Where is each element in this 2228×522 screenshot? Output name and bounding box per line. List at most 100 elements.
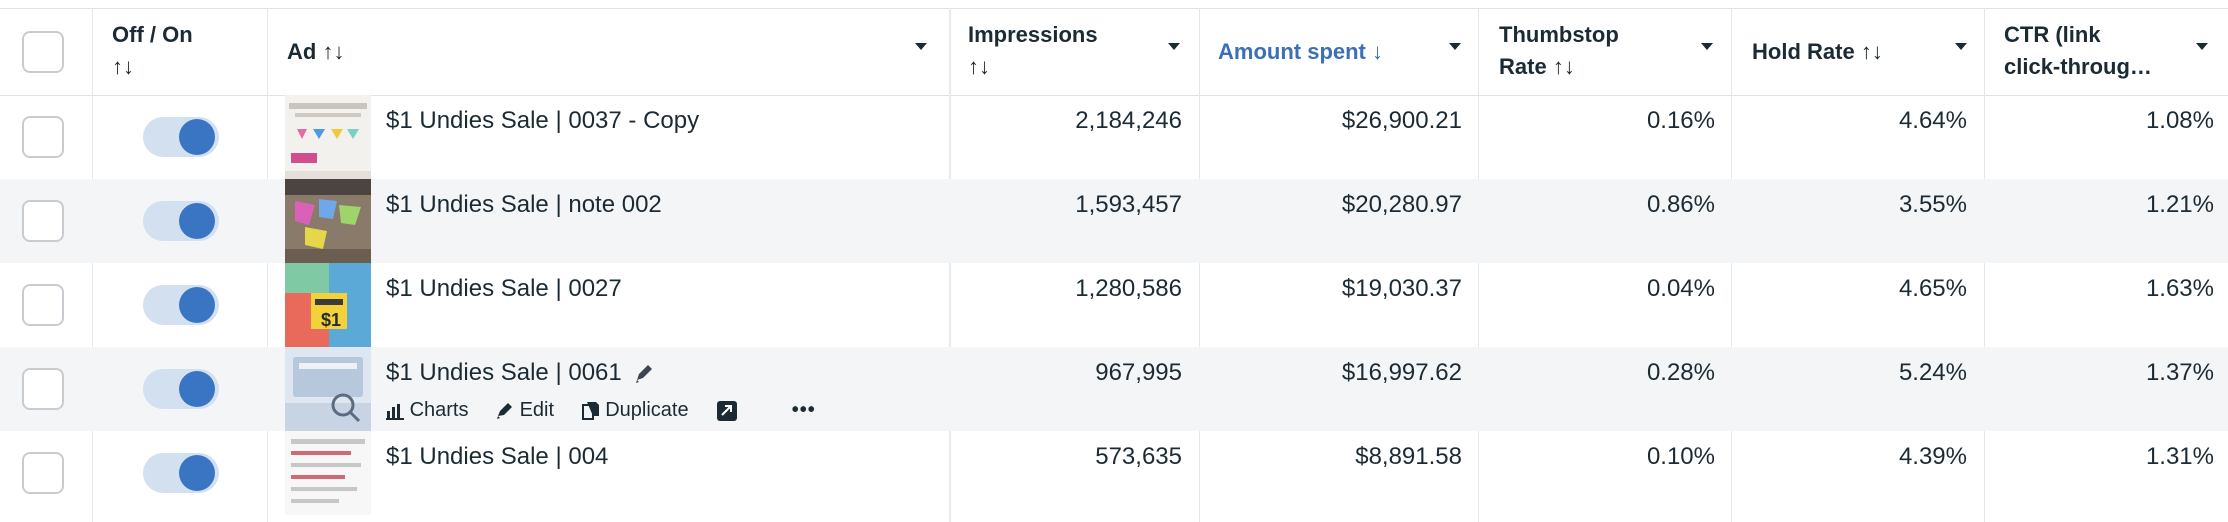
- duplicate-icon: [581, 401, 599, 420]
- header-ctr-label-1: CTR (link: [2004, 22, 2101, 47]
- ad-thumbnail-image: [285, 179, 371, 263]
- hold-rate-value: 4.39%: [1898, 443, 1967, 470]
- row-checkbox[interactable]: [22, 284, 64, 326]
- header-hold-rate-label: Hold Rate: [1752, 39, 1855, 64]
- ad-thumbnail-image: [285, 347, 371, 431]
- header-impressions[interactable]: Impressions ↑↓: [949, 9, 1199, 95]
- ad-thumbnail[interactable]: [285, 431, 371, 515]
- amount-spent-value: $20,280.97: [1341, 191, 1462, 218]
- header-ad[interactable]: Ad ↑↓: [267, 9, 949, 95]
- ad-thumbnail[interactable]: [285, 95, 371, 179]
- more-options-icon[interactable]: •••: [791, 399, 816, 422]
- ad-toggle-switch[interactable]: [143, 117, 219, 157]
- column-divider: [949, 8, 951, 522]
- header-ctr-label-2: click-throug…: [2004, 54, 2152, 79]
- duplicate-action[interactable]: Duplicate: [581, 399, 689, 422]
- header-thumbstop-label-2: Rate: [1499, 54, 1547, 79]
- impressions-value: 2,184,246: [1075, 107, 1182, 134]
- column-menu-caret-icon[interactable]: [915, 43, 927, 50]
- sort-icon[interactable]: ↑↓: [968, 54, 990, 79]
- toggle-knob: [179, 455, 215, 491]
- ad-thumbnail-image: [285, 431, 371, 515]
- amount-spent-value: $19,030.37: [1341, 275, 1462, 302]
- header-off-on[interactable]: Off / On ↑↓: [92, 9, 267, 95]
- ad-name-link[interactable]: $1 Undies Sale | 0027: [386, 275, 622, 302]
- amount-spent-value: $8,891.58: [1355, 443, 1462, 470]
- row-checkbox[interactable]: [22, 368, 64, 410]
- amount-spent-value: $16,997.62: [1341, 359, 1462, 386]
- table-row[interactable]: $1 $1 Undies Sale | 0027 1,280,586 $19,0…: [0, 263, 2228, 347]
- header-hold-rate[interactable]: Hold Rate ↑↓: [1731, 9, 1984, 95]
- header-ctr[interactable]: CTR (link click-throug…: [1984, 9, 2228, 95]
- edit-pencil-icon[interactable]: [634, 363, 656, 385]
- column-menu-caret-icon[interactable]: [1701, 43, 1713, 50]
- ad-toggle-switch[interactable]: [143, 369, 219, 409]
- table-row[interactable]: $1 Undies Sale | 0037 - Copy 2,184,246 $…: [0, 95, 2228, 179]
- toggle-knob: [179, 287, 215, 323]
- header-ad-label: Ad: [287, 39, 317, 64]
- ad-toggle-switch[interactable]: [143, 201, 219, 241]
- header-amount-spent[interactable]: Amount spent ↓: [1199, 9, 1478, 95]
- hold-rate-value: 4.64%: [1898, 107, 1967, 134]
- toggle-knob: [179, 371, 215, 407]
- column-menu-caret-icon[interactable]: [1955, 43, 1967, 50]
- impressions-value: 1,280,586: [1075, 275, 1182, 302]
- table-header: Off / On ↑↓ Ad ↑↓ Impressions ↑↓ Amount sp…: [0, 8, 2228, 96]
- thumbstop-rate-value: 0.28%: [1646, 359, 1715, 386]
- sort-icon[interactable]: ↑↓: [1860, 39, 1883, 64]
- column-menu-caret-icon[interactable]: [1168, 43, 1180, 50]
- ctr-value: 1.63%: [2145, 275, 2214, 302]
- charts-action[interactable]: Charts: [386, 399, 468, 422]
- duplicate-label: Duplicate: [605, 399, 689, 422]
- table-row[interactable]: $1 Undies Sale | 0061 Charts Edit: [0, 347, 2228, 431]
- external-link-icon: [717, 400, 738, 421]
- impressions-value: 573,635: [1095, 443, 1182, 470]
- header-amount-spent-label: Amount spent: [1218, 39, 1366, 64]
- ad-toggle-switch[interactable]: [143, 453, 219, 493]
- ad-name-link[interactable]: $1 Undies Sale | 0037 - Copy: [386, 107, 700, 134]
- header-thumbstop-rate[interactable]: Thumbstop Rate ↑↓: [1478, 9, 1731, 95]
- ctr-value: 1.21%: [2145, 191, 2214, 218]
- sort-icon[interactable]: ↑↓: [1552, 54, 1575, 79]
- ctr-value: 1.31%: [2145, 443, 2214, 470]
- hold-rate-value: 5.24%: [1898, 359, 1967, 386]
- column-divider: [1478, 8, 1479, 522]
- hold-rate-value: 3.55%: [1898, 191, 1967, 218]
- toggle-knob: [179, 119, 215, 155]
- column-divider: [267, 8, 268, 522]
- ad-thumbnail[interactable]: [285, 179, 371, 263]
- header-off-on-label: Off / On: [112, 22, 193, 47]
- ad-name-link[interactable]: $1 Undies Sale | note 002: [386, 191, 662, 218]
- sort-icon[interactable]: ↑↓: [322, 39, 345, 64]
- select-all-checkbox[interactable]: [22, 31, 64, 73]
- ad-name-text: $1 Undies Sale | 0061: [386, 359, 622, 386]
- column-divider: [1984, 8, 1985, 522]
- edit-action[interactable]: Edit: [496, 399, 554, 422]
- ad-thumbnail[interactable]: [285, 347, 371, 431]
- ad-thumbnail[interactable]: $1: [285, 263, 371, 347]
- ad-name-link[interactable]: $1 Undies Sale | 004: [386, 443, 609, 470]
- sort-icon[interactable]: ↑↓: [112, 54, 134, 79]
- pencil-icon: [497, 402, 513, 419]
- bar-chart-icon: [386, 403, 404, 420]
- ad-toggle-switch[interactable]: [143, 285, 219, 325]
- row-checkbox[interactable]: [22, 452, 64, 494]
- ad-name-link[interactable]: $1 Undies Sale | 0061: [386, 359, 656, 387]
- row-checkbox[interactable]: [22, 116, 64, 158]
- ctr-value: 1.37%: [2145, 359, 2214, 386]
- column-menu-caret-icon[interactable]: [1449, 43, 1461, 50]
- toggle-knob: [179, 203, 215, 239]
- amount-spent-value: $26,900.21: [1341, 107, 1462, 134]
- thumbstop-rate-value: 0.16%: [1646, 107, 1715, 134]
- column-divider: [1199, 8, 1200, 522]
- row-checkbox[interactable]: [22, 200, 64, 242]
- ctr-value: 1.08%: [2145, 107, 2214, 134]
- table-row[interactable]: $1 Undies Sale | note 002 1,593,457 $20,…: [0, 179, 2228, 263]
- charts-label: Charts: [409, 399, 469, 422]
- sort-desc-icon[interactable]: ↓: [1372, 39, 1384, 64]
- column-menu-caret-icon[interactable]: [2196, 43, 2208, 50]
- table-row[interactable]: $1 Undies Sale | 004 573,635 $8,891.58 0…: [0, 431, 2228, 515]
- open-external-action[interactable]: [716, 399, 738, 422]
- hold-rate-value: 4.65%: [1898, 275, 1967, 302]
- header-thumbstop-label-1: Thumbstop: [1499, 22, 1619, 47]
